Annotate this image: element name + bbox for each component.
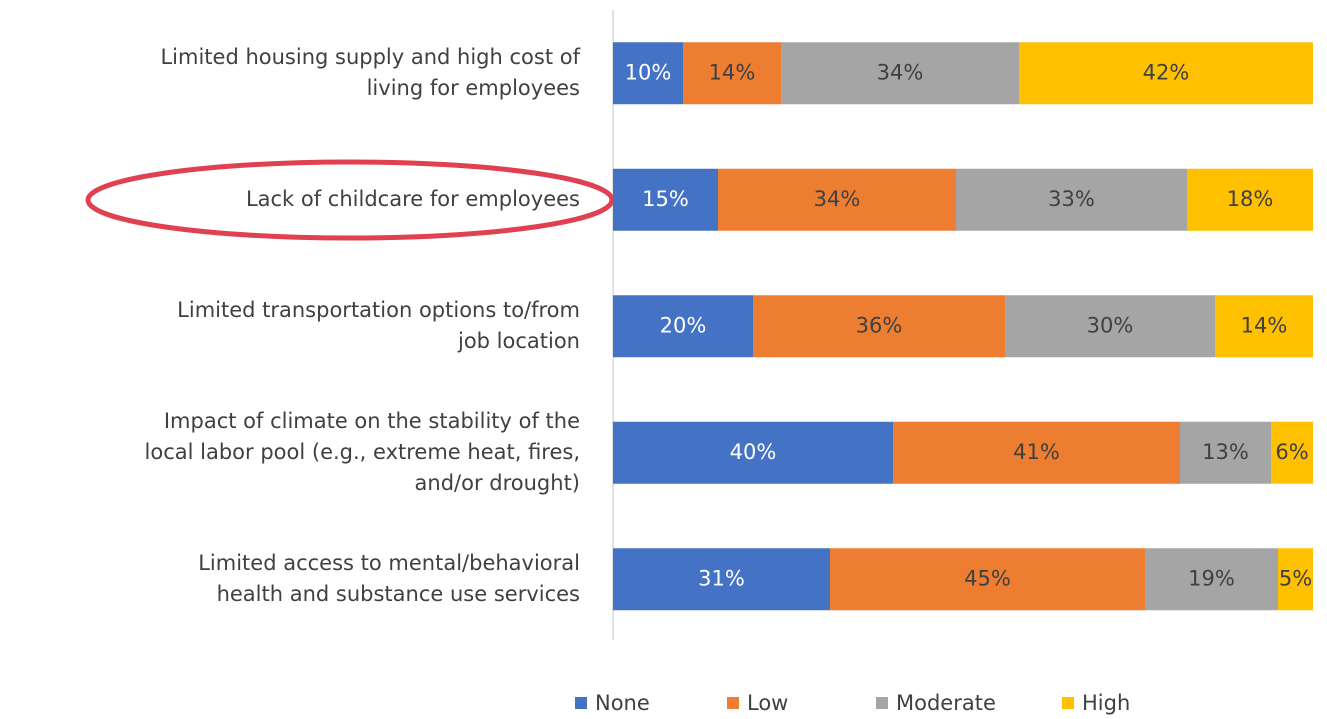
bar-segment (1145, 548, 1278, 611)
data-label: 30% (1087, 313, 1134, 337)
data-label: 34% (814, 187, 861, 211)
legend-swatch (1062, 697, 1074, 709)
data-label: 18% (1227, 187, 1274, 211)
data-label: 5% (1279, 566, 1312, 590)
data-label: 42% (1143, 60, 1190, 84)
data-label: 15% (642, 187, 689, 211)
legend-label: None (595, 691, 650, 715)
y-tick-label: Lack of childcare for employees (246, 187, 580, 211)
y-tick-label: local labor pool (e.g., extreme heat, fi… (145, 440, 580, 464)
bar-segment (683, 42, 781, 105)
bar-segment (893, 421, 1180, 484)
y-tick-label: job location (457, 329, 580, 353)
bar-segment (753, 295, 1005, 358)
bar-segment (613, 421, 893, 484)
y-tick-label: and/or drought) (415, 471, 580, 495)
data-label: 45% (964, 566, 1011, 590)
y-tick-label: Limited transportation options to/from (177, 298, 580, 322)
data-label: 6% (1275, 440, 1308, 464)
y-tick-label: Impact of climate on the stability of th… (164, 409, 580, 433)
data-label: 14% (1241, 313, 1288, 337)
bar-segment (830, 548, 1145, 611)
bar-segment (613, 168, 718, 231)
bar-segment (613, 42, 683, 105)
bar-segment (781, 42, 1019, 105)
bar-segment (613, 548, 830, 611)
data-label: 31% (698, 566, 745, 590)
legend-label: High (1082, 691, 1130, 715)
bar-segment (613, 295, 753, 358)
legend-swatch (575, 697, 587, 709)
y-tick-label: health and substance use services (217, 582, 580, 606)
data-label: 20% (660, 313, 707, 337)
data-label: 33% (1048, 187, 1095, 211)
y-tick-label: living for employees (367, 76, 580, 100)
y-tick-label: Limited access to mental/behavioral (198, 551, 580, 575)
bar-segment (1187, 168, 1313, 231)
data-label: 34% (877, 60, 924, 84)
bar-segment (1278, 548, 1313, 611)
legend-label: Low (747, 691, 788, 715)
data-label: 40% (730, 440, 777, 464)
data-label: 14% (709, 60, 756, 84)
data-label: 10% (625, 60, 672, 84)
bar-segment (1180, 421, 1271, 484)
bar-segment (718, 168, 956, 231)
data-label: 19% (1188, 566, 1235, 590)
bar-segment (1019, 42, 1313, 105)
highlight-ellipse (85, 159, 615, 241)
y-tick-label: Limited housing supply and high cost of (160, 45, 580, 69)
data-label: 41% (1013, 440, 1060, 464)
bar-segment (1005, 295, 1215, 358)
bar-segment (1215, 295, 1313, 358)
data-label: 36% (856, 313, 903, 337)
legend-swatch (727, 697, 739, 709)
bar-segment (1271, 421, 1313, 484)
bar-segment (956, 168, 1187, 231)
legend-label: Moderate (896, 691, 996, 715)
data-label: 13% (1202, 440, 1249, 464)
legend-swatch (876, 697, 888, 709)
